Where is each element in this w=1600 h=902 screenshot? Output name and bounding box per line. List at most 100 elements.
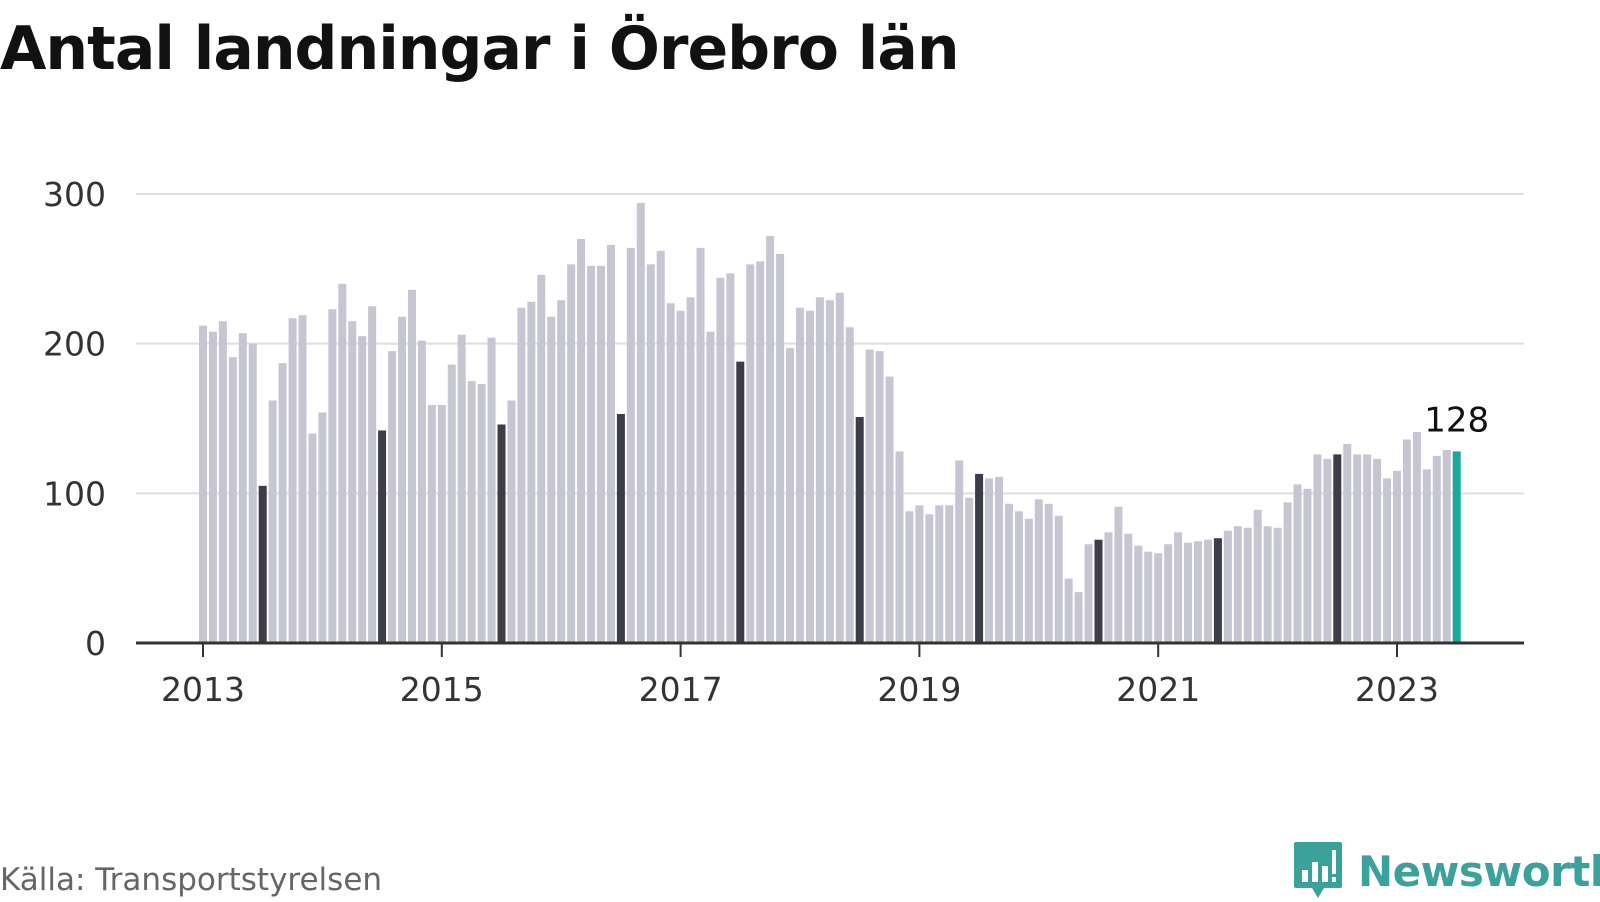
bar — [1004, 503, 1013, 643]
bar — [1233, 526, 1242, 643]
bar — [1134, 545, 1143, 643]
bar — [487, 337, 496, 643]
bar — [626, 247, 635, 643]
bar — [726, 273, 735, 643]
bar — [1044, 503, 1053, 643]
x-tick-label: 2015 — [400, 670, 484, 709]
bar — [786, 348, 795, 643]
x-tick-label: 2017 — [639, 670, 723, 709]
bar — [1402, 439, 1411, 643]
x-tick-label: 2023 — [1355, 670, 1439, 709]
bar — [935, 505, 944, 643]
bar — [885, 376, 894, 643]
bar — [228, 357, 237, 643]
y-tick-label: 0 — [85, 624, 106, 663]
bar — [417, 340, 426, 643]
bar — [338, 283, 347, 643]
bar — [1343, 443, 1352, 643]
bar — [587, 265, 596, 643]
bar — [527, 301, 536, 643]
bar — [945, 505, 954, 643]
bar — [557, 300, 566, 643]
bar — [597, 265, 605, 643]
bar — [1054, 515, 1063, 643]
bar — [477, 384, 486, 643]
bar — [875, 351, 884, 643]
bar — [1014, 511, 1023, 643]
bar — [825, 300, 834, 643]
bar — [1104, 532, 1113, 643]
bar — [378, 430, 387, 643]
bar — [1144, 551, 1153, 643]
bar — [437, 405, 446, 643]
bar — [1363, 454, 1372, 643]
bar — [646, 264, 655, 643]
bar — [606, 244, 615, 643]
bar — [1213, 538, 1222, 643]
bar — [1283, 502, 1292, 643]
bar — [537, 274, 546, 643]
bar — [1174, 532, 1183, 643]
bar — [497, 424, 506, 643]
bar — [706, 331, 715, 643]
bar — [975, 473, 984, 643]
bar — [547, 316, 556, 643]
bar — [1194, 541, 1202, 643]
bar — [835, 292, 844, 643]
bar — [756, 261, 765, 643]
bar — [1323, 458, 1332, 643]
bar — [1313, 454, 1322, 643]
bar — [815, 297, 824, 643]
bar — [507, 400, 516, 643]
bar — [905, 511, 914, 643]
y-tick-label: 300 — [43, 175, 106, 214]
bar — [447, 364, 456, 643]
bar — [328, 309, 337, 643]
bar — [407, 289, 416, 643]
bar — [567, 264, 576, 643]
bar — [686, 297, 695, 643]
bar — [985, 478, 994, 643]
bar — [965, 497, 974, 643]
bar — [388, 351, 397, 643]
bar — [1293, 484, 1302, 643]
bar — [467, 381, 476, 643]
bar — [288, 318, 297, 643]
bar — [208, 331, 217, 643]
bar — [855, 417, 864, 643]
x-tick-label: 2021 — [1116, 670, 1200, 709]
bar — [1114, 506, 1123, 643]
bar — [1203, 539, 1212, 643]
bar — [925, 514, 934, 643]
bar — [358, 336, 367, 643]
y-axis-tick-labels: 0 100 200 300 — [43, 175, 106, 663]
bar — [1422, 469, 1431, 643]
bar — [1442, 449, 1451, 643]
x-axis-tick-labels: 2013 2015 2017 2019 2021 2023 — [161, 643, 1439, 709]
bar — [1383, 478, 1392, 643]
bar — [427, 405, 436, 643]
bar — [1124, 533, 1133, 643]
x-tick-label: 2013 — [161, 670, 245, 709]
bar — [1253, 509, 1262, 643]
bar — [1094, 539, 1103, 643]
bar — [368, 306, 377, 643]
bar — [348, 321, 357, 643]
source-text: Källa: Transportstyrelsen — [0, 862, 383, 898]
bar — [1024, 518, 1033, 643]
bar — [1074, 592, 1083, 643]
bar — [1064, 578, 1073, 643]
brand-logo[interactable]: Newsworthy — [1292, 840, 1600, 902]
bar — [865, 349, 874, 643]
bar — [1273, 527, 1282, 643]
bar — [238, 333, 247, 643]
bar — [696, 247, 705, 643]
bar — [636, 202, 645, 644]
bar — [766, 235, 775, 643]
bar — [457, 334, 466, 643]
brand-name: Newsworthy — [1358, 846, 1600, 896]
bar — [746, 264, 755, 643]
bar — [1412, 431, 1421, 643]
bar — [1243, 527, 1252, 643]
